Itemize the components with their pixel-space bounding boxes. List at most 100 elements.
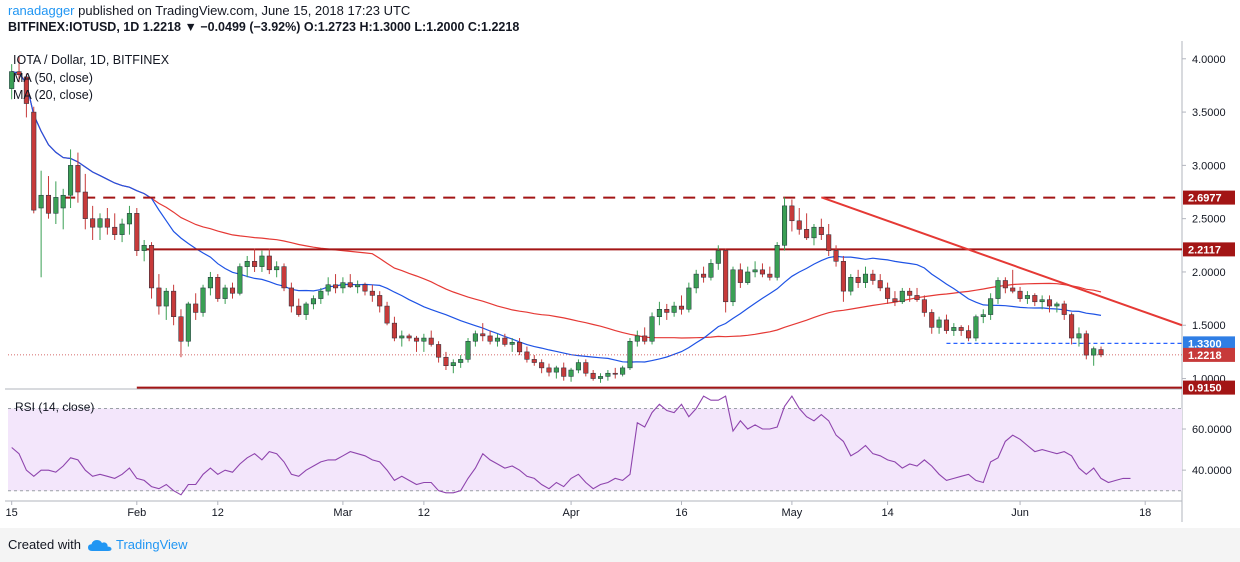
candle (1024, 291, 1030, 304)
candle-body (620, 367, 626, 375)
candle-body (38, 194, 44, 209)
candle-body (237, 266, 243, 294)
candle-body (774, 245, 780, 278)
candle (384, 301, 390, 326)
candle (1069, 312, 1075, 345)
candle-body (472, 333, 478, 342)
candle (325, 277, 331, 296)
candle (156, 274, 162, 315)
candle-body (428, 337, 434, 345)
candle (723, 248, 729, 313)
candle-body (701, 273, 707, 278)
level-label-bg-1.3300 (1183, 336, 1235, 351)
candle (104, 208, 110, 235)
candle (620, 365, 626, 377)
candle-body (1069, 314, 1075, 339)
candle (539, 359, 545, 374)
price-pane: 1.00001.50002.00002.50003.00003.50004.00… (5, 41, 1235, 522)
tradingview-brand[interactable]: TradingView (88, 535, 188, 552)
candle (1002, 277, 1008, 294)
candle (112, 213, 118, 240)
candle-body (664, 309, 670, 313)
rsi-tick-label: 60.0000 (1192, 424, 1232, 436)
candle (774, 242, 780, 281)
candle (436, 341, 442, 363)
ma20-legend: MA (20, close) (13, 88, 93, 102)
candle-body (583, 362, 589, 374)
candle-body (796, 220, 802, 230)
candle-body (9, 71, 15, 89)
candle (1061, 300, 1067, 320)
candle-body (126, 213, 132, 225)
candle (68, 149, 74, 209)
candle-body (811, 226, 817, 239)
candle-body (171, 290, 177, 317)
price-tick-label: 2.0000 (1192, 267, 1226, 279)
candle (1010, 269, 1016, 294)
candle-body (487, 335, 493, 342)
candle-body (450, 362, 456, 366)
candle-body (156, 287, 162, 307)
candle-body (1010, 287, 1016, 292)
candle (840, 255, 846, 302)
candle (988, 293, 994, 320)
candle-body (656, 309, 662, 317)
candle-body (737, 269, 743, 283)
candle-body (855, 277, 861, 283)
time-tick-label: Mar (333, 507, 352, 519)
author-link[interactable]: ranadagger (8, 3, 75, 18)
last-price: 1.2218 (142, 20, 181, 34)
time-tick-label: Feb (127, 507, 146, 519)
candle-body (97, 218, 103, 228)
candle-body (134, 213, 140, 251)
candle-body (782, 205, 788, 246)
candle (848, 274, 854, 296)
candle-body (333, 284, 339, 289)
candle (119, 218, 125, 243)
candle-body (112, 226, 118, 235)
candle (708, 259, 714, 281)
chart-title: IOTA / Dollar, 1D, BITFINEX (13, 53, 170, 67)
candle-body (200, 287, 206, 313)
candle-body (60, 194, 66, 209)
candle (9, 64, 15, 100)
time-tick-label: 15 (6, 507, 18, 519)
candle-body (833, 250, 839, 262)
candle-body (730, 269, 736, 303)
candle (524, 346, 530, 363)
candle (546, 363, 552, 377)
candle-body (23, 76, 29, 104)
rsi-legend: RSI (14, close) (15, 400, 94, 414)
time-tick-label: May (782, 507, 803, 519)
candle-body (745, 271, 751, 283)
candle-body (436, 344, 442, 358)
chart-area[interactable]: 1.0000 1.5000 2.0000 2.5000 3.0000 3.5000 4.00… (5, 41, 1237, 526)
time-tick-label: Apr (563, 507, 580, 519)
candle-body (649, 316, 655, 342)
candle (126, 205, 132, 235)
chart-svg[interactable]: 1.00001.50002.00002.50003.00003.50004.00… (5, 41, 1237, 526)
candle-body (899, 290, 905, 303)
candle (1098, 346, 1104, 358)
candle-body (303, 303, 309, 315)
candle (686, 282, 692, 313)
candle (745, 266, 751, 285)
candle-body (671, 305, 677, 313)
candle-body (288, 287, 294, 307)
candle-body (465, 340, 471, 360)
candle (185, 301, 191, 347)
candle-body (568, 369, 574, 377)
candle (678, 295, 685, 315)
candle-body (215, 277, 221, 299)
candle-body (862, 273, 869, 283)
downtrend-line (821, 196, 1183, 327)
last-price-label-bg (1183, 347, 1235, 362)
candle (355, 280, 361, 294)
candle-body (16, 71, 22, 76)
candle (200, 284, 206, 317)
candle-body (1076, 333, 1082, 339)
candle (53, 181, 59, 224)
candle (561, 362, 567, 381)
candle (862, 266, 869, 288)
candle-body (531, 359, 537, 363)
